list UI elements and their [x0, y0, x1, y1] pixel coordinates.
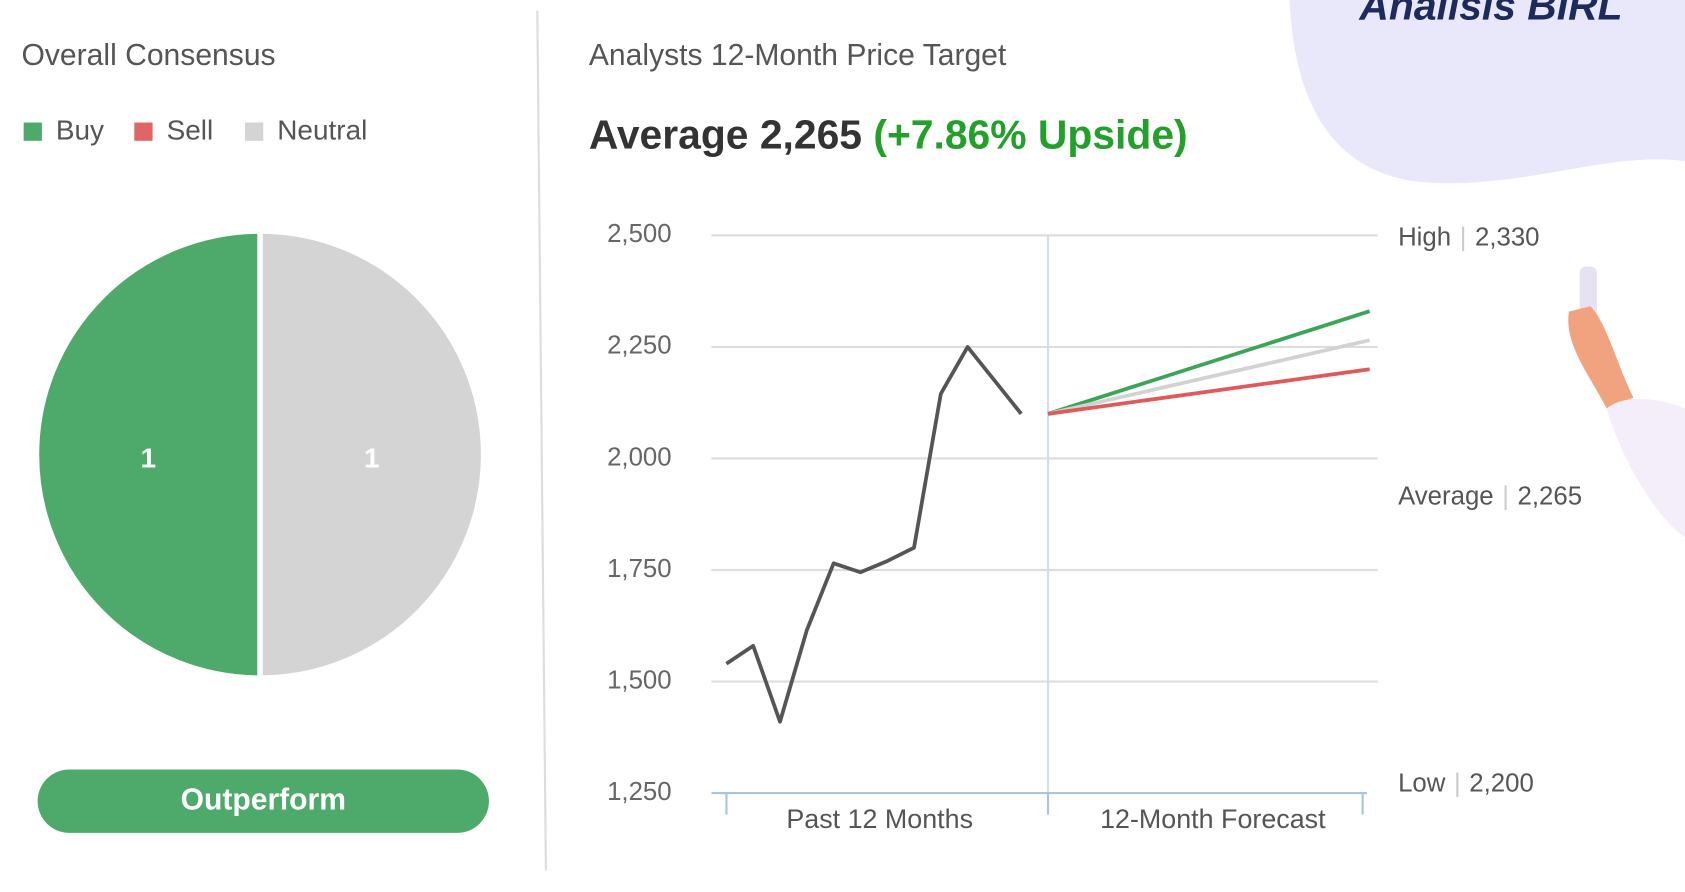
slice-label: 1 — [141, 442, 157, 473]
target-separator: | — [1502, 482, 1509, 510]
target-value: 2,330 — [1475, 223, 1540, 251]
consensus-title: Overall Consensus — [21, 39, 275, 72]
y-tick-label: 2,250 — [607, 332, 672, 360]
legend-swatch — [245, 123, 263, 141]
page: Analisis BIRL Overall Consensus Outperfo… — [0, 0, 1685, 892]
subtitle-upside: (+7.86% Upside) — [873, 111, 1187, 157]
y-tick-label: 2,000 — [607, 443, 672, 471]
target-separator: | — [1460, 223, 1467, 251]
target-separator: | — [1454, 769, 1461, 797]
legend-swatch — [24, 123, 42, 141]
target-name: High — [1398, 223, 1451, 251]
target-annotation: Average | 2,265 — [1398, 482, 1582, 510]
legend-label: Buy — [56, 115, 104, 146]
period-label: 12-Month Forecast — [1100, 804, 1326, 834]
target-title: Analysts 12-Month Price Target — [589, 39, 1007, 72]
y-tick-label: 1,250 — [607, 778, 672, 806]
screenshot: Analisis BIRL Overall Consensus Outperfo… — [0, 0, 1685, 892]
period-label: Past 12 Months — [786, 804, 973, 834]
legend-label: Sell — [167, 115, 214, 146]
target-value: 2,265 — [1518, 482, 1583, 510]
subtitle-average: Average 2,265 — [589, 111, 862, 157]
y-tick-label: 2,500 — [607, 220, 672, 248]
y-tick-label: 1,750 — [607, 555, 672, 583]
y-tick-label: 1,500 — [607, 666, 672, 694]
legend-swatch — [134, 123, 152, 141]
rating-text: Outperform — [181, 784, 346, 817]
target-name: Low — [1398, 769, 1446, 797]
target-subtitle: Average 2,265 (+7.86% Upside) — [589, 111, 1188, 157]
banner-text: Analisis BIRL — [1358, 0, 1622, 28]
slice-label: 1 — [364, 442, 380, 473]
target-name: Average — [1398, 482, 1494, 510]
target-value: 2,200 — [1469, 769, 1534, 797]
legend-label: Neutral — [277, 115, 367, 146]
